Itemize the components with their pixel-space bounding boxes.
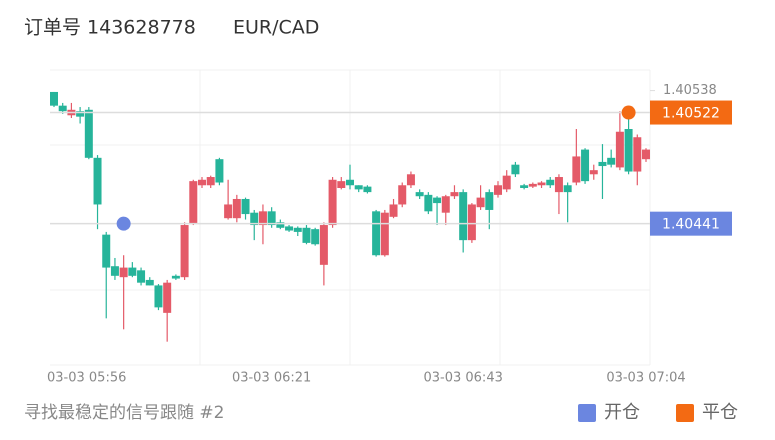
candle-body bbox=[615, 131, 624, 168]
candle-body bbox=[528, 183, 537, 187]
candle-body bbox=[476, 197, 485, 208]
candle-body bbox=[171, 275, 180, 279]
candle-body bbox=[302, 227, 311, 243]
candle-body bbox=[607, 157, 616, 165]
candle-body bbox=[232, 198, 241, 219]
candle-body bbox=[180, 225, 189, 278]
candle-body bbox=[76, 111, 85, 117]
candle-body bbox=[433, 197, 442, 204]
candle-body bbox=[337, 181, 346, 188]
x-tick-label: 03-03 06:21 bbox=[232, 371, 311, 386]
candle-body bbox=[554, 177, 563, 193]
candle-body bbox=[50, 91, 58, 106]
candle-body bbox=[137, 270, 146, 283]
candle-body bbox=[485, 192, 494, 210]
candle-body bbox=[215, 159, 224, 183]
grid bbox=[50, 69, 651, 366]
candle-body bbox=[424, 194, 433, 212]
symbol: EUR/CAD bbox=[233, 17, 319, 39]
candle-body bbox=[398, 185, 407, 205]
candle-body bbox=[598, 161, 607, 167]
legend-label: 平仓 bbox=[702, 402, 738, 423]
candle-body bbox=[84, 109, 93, 158]
candle-body bbox=[563, 185, 572, 193]
candle-body bbox=[241, 198, 250, 215]
candle-body bbox=[459, 192, 468, 241]
candle-body bbox=[589, 170, 598, 175]
candle-body bbox=[406, 174, 415, 186]
candle-body bbox=[110, 266, 119, 276]
candle-body bbox=[572, 156, 581, 183]
price-label: 1.40441 bbox=[662, 217, 720, 233]
price-label-box bbox=[650, 100, 732, 125]
x-tick-label: 03-03 06:43 bbox=[423, 371, 502, 386]
x-tick-label: 03-03 05:56 bbox=[47, 371, 126, 386]
candle-body bbox=[58, 105, 67, 112]
candle-body bbox=[163, 282, 172, 313]
candle-body bbox=[119, 267, 128, 278]
candle-body bbox=[154, 285, 163, 308]
candle-body bbox=[581, 149, 590, 182]
candle-body bbox=[285, 226, 294, 231]
candle-body bbox=[642, 149, 650, 160]
candle-body bbox=[276, 222, 285, 228]
candle-body bbox=[128, 267, 137, 276]
candle-body bbox=[389, 204, 398, 217]
candle-body bbox=[319, 225, 328, 265]
price-label-box bbox=[650, 211, 732, 236]
candle-body bbox=[224, 204, 233, 219]
candle-body bbox=[380, 212, 389, 256]
candle-body bbox=[363, 186, 372, 193]
candle-body bbox=[93, 157, 102, 205]
candle-body bbox=[250, 212, 259, 226]
y-tick-label: 1.40538 bbox=[663, 83, 717, 98]
candle-body bbox=[450, 192, 459, 197]
candle-body bbox=[346, 179, 354, 186]
candle-body bbox=[198, 179, 206, 186]
candle-body bbox=[354, 185, 363, 190]
candle-body bbox=[258, 211, 267, 226]
candle-body bbox=[328, 179, 337, 226]
candle-body bbox=[189, 181, 198, 224]
footer: 寻找最稳定的信号跟随 #2 bbox=[24, 403, 224, 423]
candle-body bbox=[537, 182, 546, 186]
candle-body bbox=[467, 204, 476, 241]
candle-body bbox=[145, 279, 154, 286]
candle-body bbox=[546, 179, 555, 186]
trade-marker bbox=[116, 216, 131, 231]
legend-swatch bbox=[578, 404, 596, 422]
candle-body bbox=[502, 175, 511, 190]
legend-swatch bbox=[676, 404, 694, 422]
candle-body bbox=[102, 234, 111, 268]
candle-body bbox=[494, 185, 502, 195]
price-label: 1.40522 bbox=[662, 106, 720, 122]
candle-body bbox=[267, 211, 276, 226]
candle-body bbox=[633, 137, 642, 172]
candle-body bbox=[206, 177, 215, 186]
candle-body bbox=[441, 196, 450, 213]
candle-body bbox=[311, 229, 320, 245]
trade-marker bbox=[621, 105, 636, 120]
candle-body bbox=[415, 192, 424, 197]
x-tick-label: 03-03 07:04 bbox=[606, 371, 685, 386]
chart-title: 订单号 143628778 bbox=[24, 17, 196, 39]
candle-body bbox=[372, 211, 381, 256]
candle-body bbox=[511, 164, 520, 175]
candle-body bbox=[293, 227, 302, 232]
candle-body bbox=[624, 129, 633, 172]
candle-body bbox=[520, 185, 529, 188]
legend-label: 开仓 bbox=[604, 402, 640, 423]
